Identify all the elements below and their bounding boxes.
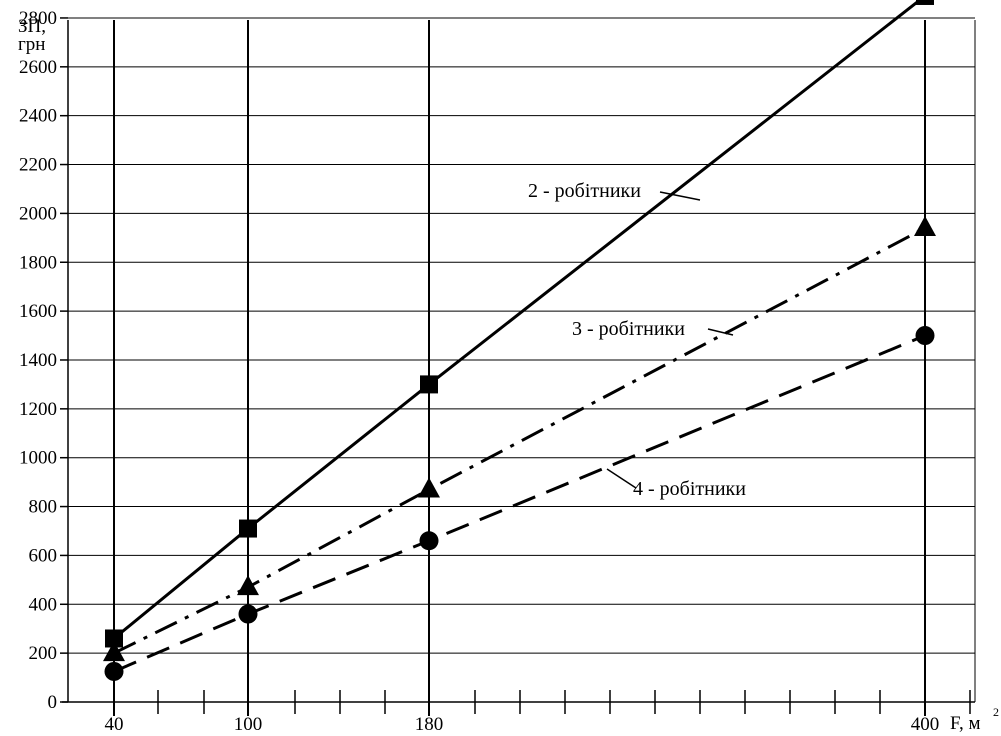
circle-marker: [419, 531, 439, 551]
y-tick-label: 200: [29, 643, 58, 664]
y-tick-labels: 0 200 400 600 800 1000 1200 1400 1600 1800 2000 220…: [19, 8, 57, 713]
y-tick-label: 1800: [19, 252, 57, 273]
y-tick-label: 1000: [19, 448, 57, 469]
x-tick-labels: 40 100 180 400: [105, 714, 940, 735]
series-label-3: 3 - робітники: [572, 318, 734, 340]
triangle-marker: [237, 575, 259, 596]
y-tick-label: 400: [29, 594, 58, 615]
y-tick-label: 600: [29, 545, 58, 566]
vertical-gridlines: [113, 20, 926, 716]
x-axis-label-superscript: 2: [993, 705, 999, 719]
series-label-2: 2 - робітники: [528, 180, 701, 202]
svg-text:4 - робітники: 4 - робітники: [633, 478, 746, 500]
square-marker: [916, 0, 934, 5]
x-tick-label: 180: [415, 714, 444, 735]
triangle-marker: [914, 216, 936, 237]
y-tick-label: 1600: [19, 301, 57, 322]
axes: [62, 20, 976, 703]
circle-marker: [915, 326, 935, 346]
horizontal-gridlines: [60, 17, 975, 703]
y-tick-label: 2600: [19, 57, 57, 78]
series-line-2: [113, 0, 923, 640]
y-axis-label: ЗП,: [18, 16, 46, 37]
y-axis-label-unit: грн: [18, 34, 45, 55]
y-tick-label: 800: [29, 497, 58, 518]
series-line-3: [113, 226, 926, 655]
square-marker: [239, 519, 257, 538]
circle-marker: [238, 604, 258, 624]
y-tick-label: 2400: [19, 106, 57, 127]
x-minor-ticks: [157, 690, 971, 714]
x-tick-label: 40: [105, 714, 124, 735]
y-tick-label: 2000: [19, 203, 57, 224]
y-tick-label: 0: [48, 692, 58, 713]
x-axis-label: F, м: [950, 713, 981, 734]
y-tick-label: 1200: [19, 399, 57, 420]
svg-text:2 - робітники: 2 - робітники: [528, 180, 641, 202]
svg-text:3 - робітники: 3 - робітники: [572, 318, 685, 340]
series-lines: [113, 0, 926, 673]
x-tick-label: 100: [234, 714, 263, 735]
square-marker: [105, 629, 123, 648]
series-line-4: [113, 334, 926, 673]
y-tick-label: 2800: [19, 8, 57, 29]
square-marker: [420, 375, 438, 394]
x-tick-label: 400: [911, 714, 940, 735]
series-label-4: 4 - робітники: [606, 468, 746, 500]
y-tick-label: 1400: [19, 350, 57, 371]
series-markers: [103, 0, 936, 681]
triangle-marker: [418, 477, 440, 498]
y-tick-label: 2200: [19, 155, 57, 176]
circle-marker: [104, 661, 124, 681]
triangle-marker: [103, 641, 125, 662]
